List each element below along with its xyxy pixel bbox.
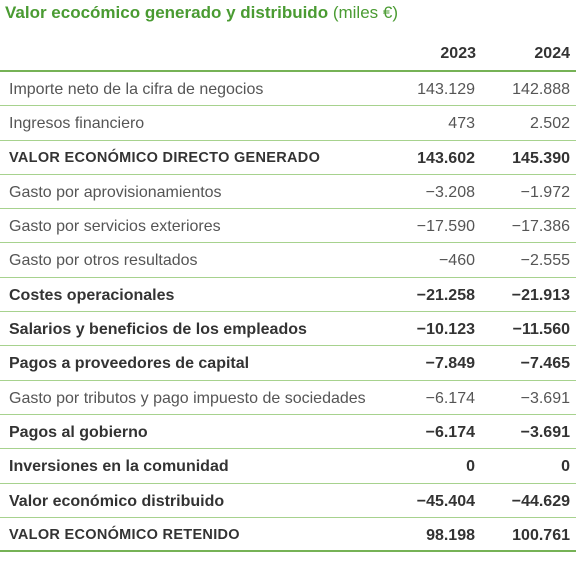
row-label: Gasto por aprovisionamientos [9,183,222,201]
value-2023: −3.208 [425,183,475,201]
row-label: Costes operacionales [9,286,175,304]
table-row: Gasto por aprovisionamientos −3.208 −1.972 [0,175,576,210]
table-row: Importe neto de la cifra de negocios 143.… [0,72,576,107]
table-row: Salarios y beneficios de los empleados −1… [0,312,576,347]
row-label: Gasto por tributos y pago impuesto de so… [9,389,366,407]
value-2024: −17.386 [511,218,570,236]
value-2023: −6.174 [425,389,475,407]
table-row: Gasto por otros resultados −460 −2.555 [0,243,576,278]
row-label: Importe neto de la cifra de negocios [9,81,264,98]
row-label: Gasto por otros resultados [9,252,198,270]
value-2023: −21.258 [416,286,475,304]
value-2024: −1.972 [520,183,570,201]
row-label: Salarios y beneficios de los empleados [9,321,307,339]
value-2024: −11.560 [512,321,570,339]
value-2024: 142.888 [512,81,570,98]
value-2023: −17.590 [416,218,475,236]
value-2024: −3.691 [520,389,570,407]
row-label: Gasto por servicios exteriores [9,218,221,236]
column-header-2023: 2023 [440,45,476,62]
table-row: Costes operacionales −21.258 −21.913 [0,278,576,313]
value-2023: −460 [438,252,475,270]
value-2023: −10.123 [416,321,475,339]
header-rule [0,70,576,72]
table-title-main: Valor ecocómico generado y distribuido [5,3,329,22]
value-2023: 473 [448,115,475,133]
value-2024: 0 [561,458,570,476]
table-row: VALOR ECONÓMICO RETENIDO 98.198 100.761 [0,518,576,553]
value-2023: 143.602 [417,149,475,167]
row-label: Valor económico distribuido [9,492,225,510]
value-2024: −44.629 [511,492,570,510]
value-2023: 0 [466,458,475,476]
table-row: Ingresos financiero 473 2.502 [0,106,576,141]
value-2023: 98.198 [426,526,475,544]
value-2024: −3.691 [520,423,570,441]
value-2023: 143.129 [417,81,475,98]
row-label: VALOR ECONÓMICO DIRECTO GENERADO [9,149,321,166]
table-row: Valor económico distribuido −45.404 −44.62… [0,484,576,518]
economic-value-table: 2023 2024 Importe neto de la cifra de ne… [0,36,576,553]
column-header-2024: 2024 [534,45,570,62]
table-row: Inversiones en la comunidad 0 0 [0,449,576,484]
table-row: Pagos al gobierno −6.174 −3.691 [0,415,576,450]
table-row: Gasto por tributos y pago impuesto de so… [0,381,576,415]
table-header: 2023 2024 [0,36,576,70]
table-row: Pagos a proveedores de capital −7.849 −7.4… [0,346,576,381]
row-label: VALOR ECONÓMICO RETENIDO [9,526,240,543]
value-2023: −6.174 [425,423,475,441]
value-2024: −2.555 [520,252,570,270]
value-2024: 100.761 [512,526,570,544]
table-title: Valor ecocómico generado y distribuido (… [5,2,398,24]
value-2024: −7.465 [520,355,570,373]
row-label: Pagos al gobierno [9,423,148,441]
table-row: VALOR ECONÓMICO DIRECTO GENERADO 143.602 1… [0,141,576,175]
row-label: Inversiones en la comunidad [9,458,229,476]
table-title-unit: (miles €) [332,3,398,22]
value-2023: −45.404 [416,492,475,510]
row-label: Ingresos financiero [9,115,145,133]
table-row: Gasto por servicios exteriores −17.590 −17… [0,209,576,244]
row-label: Pagos a proveedores de capital [9,355,250,373]
table-body: Importe neto de la cifra de negocios 143.… [0,72,576,553]
value-2023: −7.849 [425,355,475,373]
value-2024: 145.390 [512,149,570,167]
value-2024: 2.502 [529,115,570,133]
value-2024: −21.913 [511,286,570,304]
